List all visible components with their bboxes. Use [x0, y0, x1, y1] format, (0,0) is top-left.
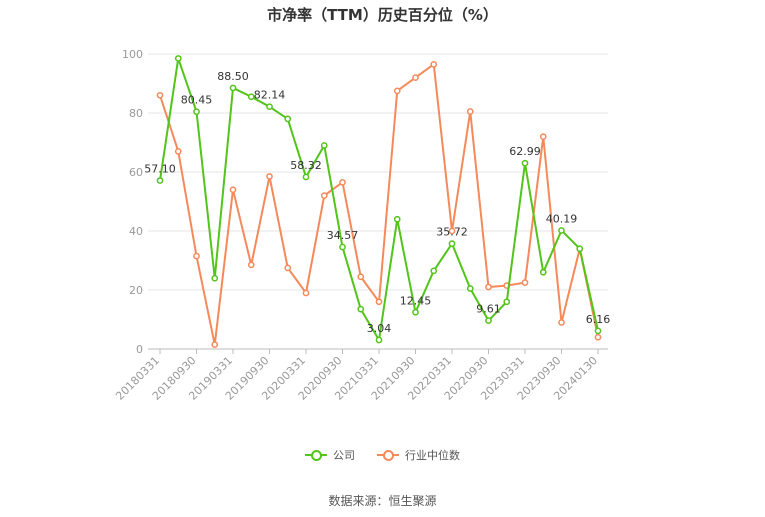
data-point-industry [485, 283, 492, 291]
data-label: 88.50 [217, 70, 249, 83]
data-point-industry [266, 173, 273, 180]
data-point-company [576, 245, 584, 253]
data-point-company [229, 84, 237, 92]
data-point-industry [448, 227, 456, 235]
data-label: 9.61 [476, 303, 501, 316]
legend-swatch-industry [377, 449, 399, 461]
data-point-industry [375, 298, 383, 306]
legend-label-industry: 行业中位数 [405, 449, 460, 462]
legend: 公司 行业中位数 [0, 447, 765, 463]
data-point-industry [229, 186, 237, 194]
y-tick-label: 100 [122, 48, 143, 61]
data-point-company [448, 240, 456, 247]
data-point-industry [357, 273, 365, 281]
data-label: 58.32 [290, 159, 322, 172]
data-point-company [156, 177, 164, 184]
data-point-company [430, 267, 438, 275]
data-point-industry [558, 319, 565, 326]
data-point-company [320, 142, 328, 149]
data-point-industry [466, 108, 474, 115]
data-point-company [266, 103, 273, 111]
legend-swatch-company [305, 449, 327, 461]
data-label: 34.57 [327, 229, 359, 242]
data-label: 82.14 [254, 89, 286, 102]
data-point-company [485, 317, 492, 325]
y-tick-label: 0 [136, 343, 143, 356]
legend-item-industry[interactable]: 行业中位数 [377, 447, 460, 463]
data-point-industry [156, 91, 164, 99]
data-point-company [558, 227, 565, 234]
data-point-company [375, 336, 383, 344]
data-point-company [357, 305, 365, 313]
data-point-company [339, 243, 346, 251]
data-label: 35.72 [436, 226, 468, 239]
data-point-company [211, 274, 219, 282]
data-point-company [412, 308, 419, 316]
data-label: 6.16 [586, 313, 611, 326]
data-point-industry [393, 87, 401, 95]
data-point-company [247, 93, 255, 101]
data-point-company [174, 55, 182, 62]
data-point-company [466, 285, 474, 292]
data-point-industry [174, 148, 182, 155]
legend-label-company: 公司 [333, 449, 355, 462]
data-point-company [594, 327, 602, 335]
data-point-industry [211, 341, 219, 348]
data-point-industry [430, 60, 438, 68]
data-point-company [284, 115, 292, 123]
y-tick-label: 80 [129, 107, 143, 120]
data-label: 57.10 [144, 163, 176, 176]
data-point-industry [594, 333, 602, 341]
data-point-industry [193, 252, 200, 260]
data-point-industry [284, 264, 292, 272]
data-point-company [521, 159, 529, 167]
data-point-industry [247, 261, 255, 269]
y-tick-label: 40 [129, 225, 143, 238]
data-label: 80.45 [181, 94, 213, 107]
y-tick-label: 20 [129, 284, 143, 297]
data-point-industry [302, 289, 310, 297]
y-tick-label: 60 [129, 166, 143, 179]
data-point-company [393, 215, 401, 223]
data-point-company [503, 298, 511, 306]
data-point-industry [339, 178, 346, 186]
data-point-industry [539, 133, 547, 140]
chart-title: 市净率（TTM）历史百分位（%） [267, 6, 498, 24]
line-chart: 0204060801002018033120180930201903312019… [113, 48, 611, 403]
data-point-company [539, 268, 547, 276]
legend-item-company[interactable]: 公司 [305, 447, 355, 463]
data-point-company [302, 173, 310, 181]
data-point-company [193, 108, 200, 116]
data-point-industry [412, 74, 419, 81]
data-label: 12.45 [400, 294, 432, 307]
data-label: 3.04 [367, 322, 392, 335]
data-label: 40.19 [546, 212, 578, 225]
data-point-industry [320, 192, 328, 199]
data-source: 数据来源：恒生聚源 [328, 494, 437, 508]
data-point-industry [521, 279, 529, 286]
data-label: 62.99 [509, 145, 541, 158]
